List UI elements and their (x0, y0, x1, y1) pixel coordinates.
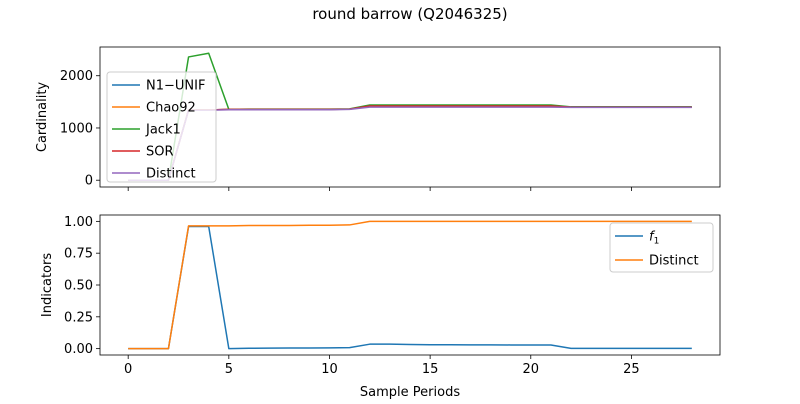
x-tick-label: 10 (321, 362, 338, 377)
figure-title: round barrow (Q2046325) (312, 5, 507, 23)
cardinality-axes: 0 1000 2000 Cardinality N1−UNIF Chao92 Jack1 SO… (35, 46, 721, 191)
legend-label-sor: SOR (146, 145, 174, 160)
series-line-f1 (128, 225, 692, 350)
x-tick-label: 20 (523, 362, 540, 377)
axes-frame (99, 46, 721, 188)
legend-label-jack1: Jack1 (145, 123, 181, 138)
legend: N1−UNIF Chao92 Jack1 SOR Distinct (106, 71, 217, 183)
x-axis-label: Sample Periods (360, 385, 460, 400)
y-tick-label: 0.50 (64, 279, 93, 294)
indicators-axes: 0 5 10 15 20 25 0.00 0.25 0.50 0.75 1.00 Indicators… (40, 214, 721, 400)
y-tick-label: 1.00 (64, 215, 93, 230)
y-tick-label: 1000 (60, 121, 93, 136)
y-axis-label: Indicators (40, 253, 55, 317)
legend-label-f1: f1 (649, 230, 659, 247)
x-tick-label: 25 (623, 362, 640, 377)
legend-box (106, 71, 217, 183)
series-line-distinct (128, 106, 692, 181)
legend-label-chao92: Chao92 (146, 101, 196, 116)
y-tick-label: 2000 (60, 69, 93, 84)
x-tick-label: 15 (422, 362, 439, 377)
y-tick-label: 0.75 (64, 247, 93, 262)
x-tick-label: 0 (124, 362, 132, 377)
series-line-distinct (128, 220, 692, 350)
legend: f1 Distinct (609, 222, 714, 273)
y-axis-label: Cardinality (35, 82, 50, 153)
x-tick-label: 5 (225, 362, 233, 377)
legend-label-distinct: Distinct (146, 167, 196, 182)
y-tick-label: 0.00 (64, 342, 93, 357)
legend-label-distinct: Distinct (649, 254, 699, 269)
y-tick-label: 0.25 (64, 310, 93, 325)
y-tick-label: 0 (85, 174, 93, 189)
legend-label-n1-unif: N1−UNIF (146, 79, 205, 94)
